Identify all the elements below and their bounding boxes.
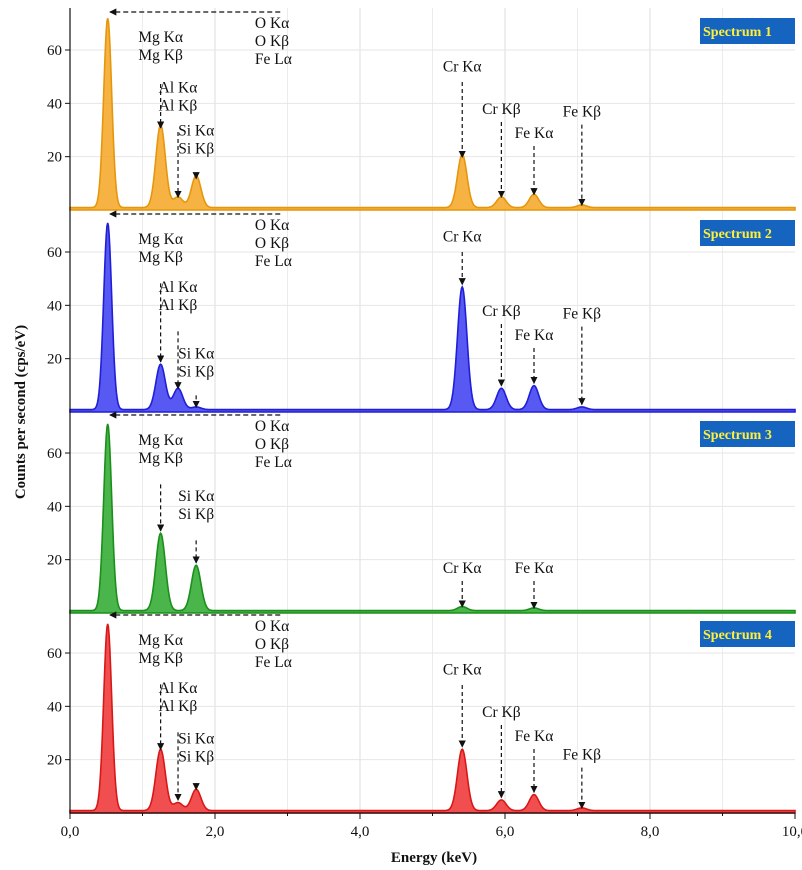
y-tick-label: 20 (47, 753, 62, 769)
peak-label: Cr Kα (443, 560, 482, 577)
peak-label: Si Kα (178, 731, 214, 748)
peak-label: Mg Kα (138, 632, 183, 649)
peak-label: Fe Kα (515, 560, 554, 577)
x-tick-label: 8,0 (641, 824, 660, 840)
spectrum-badge (700, 220, 795, 246)
peak-label: Cr Kα (443, 661, 482, 678)
y-tick-label: 20 (47, 553, 62, 569)
y-axis-title: Counts per second (cps/eV) (13, 325, 29, 499)
axes: 0,0 2,0 4,0 6,0 8,0 10,0 20 40 60 20 40 60 20 40 60 20 4… (47, 8, 802, 840)
spectrum-area (69, 18, 796, 211)
peak-label: Mg Kβ (138, 650, 183, 667)
peak-label: Fe Lα (255, 654, 292, 671)
peak-label: O Kβ (255, 33, 289, 50)
peak-label: Fe Kα (515, 125, 554, 142)
peak-label: Cr Kα (443, 58, 482, 75)
peak-label: Si Kβ (178, 140, 214, 157)
peak-label: Cr Kβ (482, 704, 521, 721)
spectrum-area (69, 623, 796, 814)
peak-label: Fe Lα (255, 51, 292, 68)
peak-label: Si Kβ (178, 749, 214, 766)
peak-label: Si Kα (178, 488, 214, 505)
peak-label: Cr Kβ (482, 303, 521, 320)
peak-label: O Kα (255, 618, 289, 635)
peak-label: O Kα (255, 418, 289, 435)
peak-label: Cr Kβ (482, 101, 521, 118)
y-tick-label: 60 (47, 43, 62, 59)
peak-label: Mg Kα (138, 231, 183, 248)
peak-label: Fe Lα (255, 253, 292, 270)
y-tick-label: 40 (47, 499, 62, 515)
spectrum-badge-label: Spectrum 2 (703, 227, 772, 242)
y-tick-label: 20 (47, 352, 62, 368)
x-tick-label: 4,0 (351, 824, 370, 840)
peak-label: Al Kα (159, 680, 198, 697)
peak-label: Al Kβ (159, 297, 198, 314)
y-tick-label: 60 (47, 646, 62, 662)
peak-label: Fe Kβ (563, 306, 602, 323)
peak-label: Si Kα (178, 122, 214, 139)
peak-label: Fe Kα (515, 327, 554, 344)
peak-label: Al Kα (159, 279, 198, 296)
peak-label: Cr Kα (443, 228, 482, 245)
peak-label: Si Kα (178, 346, 214, 363)
peak-label: O Kα (255, 217, 289, 234)
y-tick-label: 20 (47, 150, 62, 166)
y-tick-label: 40 (47, 699, 62, 715)
x-axis-title: Energy (keV) (391, 850, 477, 866)
peak-label: Fe Kβ (563, 104, 602, 121)
peak-label: O Kα (255, 15, 289, 32)
x-tick-label: 0,0 (61, 824, 80, 840)
peak-label: O Kβ (255, 235, 289, 252)
peak-label: Mg Kα (138, 432, 183, 449)
spectrum-badge-label: Spectrum 4 (703, 628, 772, 643)
peak-label: Mg Kα (138, 29, 183, 46)
spectrum-area (69, 423, 796, 614)
peak-label: Si Kβ (178, 364, 214, 381)
spectrum-badge (700, 18, 795, 44)
peak-label: Si Kβ (178, 506, 214, 523)
y-tick-label: 40 (47, 298, 62, 314)
peak-label: Al Kβ (159, 98, 198, 115)
peak-label: O Kβ (255, 636, 289, 653)
peak-label: O Kβ (255, 436, 289, 453)
x-tick-label: 6,0 (496, 824, 515, 840)
peak-label: Fe Lα (255, 454, 292, 471)
peak-label: Al Kβ (159, 698, 198, 715)
peak-label: Fe Kα (515, 728, 554, 745)
x-tick-label: 10,0 (782, 824, 802, 840)
y-tick-label: 60 (47, 446, 62, 462)
spectrum-badge (700, 421, 795, 447)
spectrum-area (69, 222, 796, 413)
x-tick-label: 2,0 (206, 824, 225, 840)
spectrum-badge-label: Spectrum 3 (703, 428, 772, 443)
peak-label: Fe Kβ (563, 747, 602, 764)
spectrum-badge-label: Spectrum 1 (703, 25, 772, 40)
peak-label: Mg Kβ (138, 249, 183, 266)
y-tick-label: 60 (47, 245, 62, 261)
peak-label: Al Kα (159, 80, 198, 97)
peak-label: Mg Kβ (138, 47, 183, 64)
spectrum-badge (700, 621, 795, 647)
peak-label: Mg Kβ (138, 450, 183, 467)
y-tick-label: 40 (47, 96, 62, 112)
